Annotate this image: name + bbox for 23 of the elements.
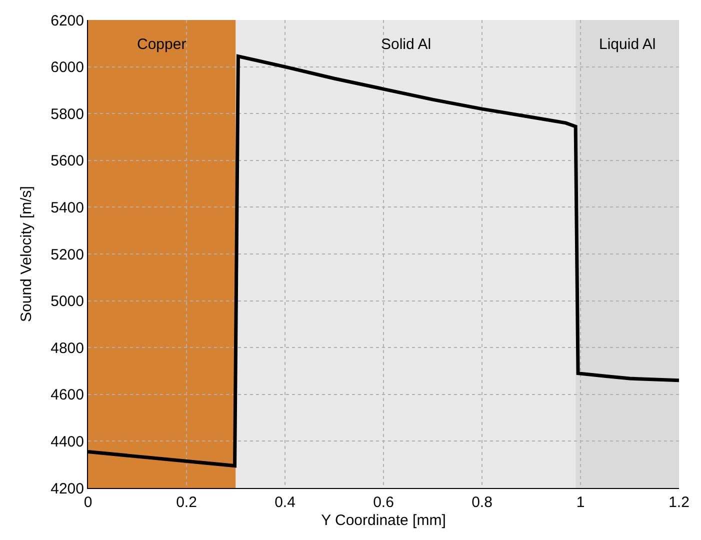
y-tick-label: 5400 xyxy=(50,199,84,216)
band-label: Liquid Al xyxy=(599,36,656,53)
x-axis-title: Y Coordinate [mm] xyxy=(321,512,446,529)
x-tick-label: 1.2 xyxy=(668,494,690,511)
x-tick-label: 0.4 xyxy=(274,494,296,511)
y-tick-label: 4200 xyxy=(50,480,84,498)
y-tick-label: 4400 xyxy=(50,433,84,450)
y-tick-label: 5600 xyxy=(50,152,84,170)
y-tick-label: 6200 xyxy=(50,12,84,30)
x-tick-label: 1 xyxy=(576,494,585,511)
y-tick-label: 5800 xyxy=(50,106,84,123)
x-tick-label: 0 xyxy=(84,494,92,511)
y-tick-label: 6000 xyxy=(50,59,84,76)
band-label: Solid Al xyxy=(381,36,432,53)
x-tick-label: 0.8 xyxy=(472,494,492,511)
x-tick-label: 0.2 xyxy=(176,494,197,511)
y-tick-label: 5000 xyxy=(50,293,84,310)
band-label: Copper xyxy=(137,36,186,53)
x-tick-label: 0.6 xyxy=(373,494,394,511)
y-tick-label: 4600 xyxy=(50,386,84,404)
y-tick-label: 4800 xyxy=(50,340,84,357)
y-axis-title: Sound Velocity [m/s] xyxy=(18,186,35,322)
y-tick-label: 5200 xyxy=(50,246,84,264)
